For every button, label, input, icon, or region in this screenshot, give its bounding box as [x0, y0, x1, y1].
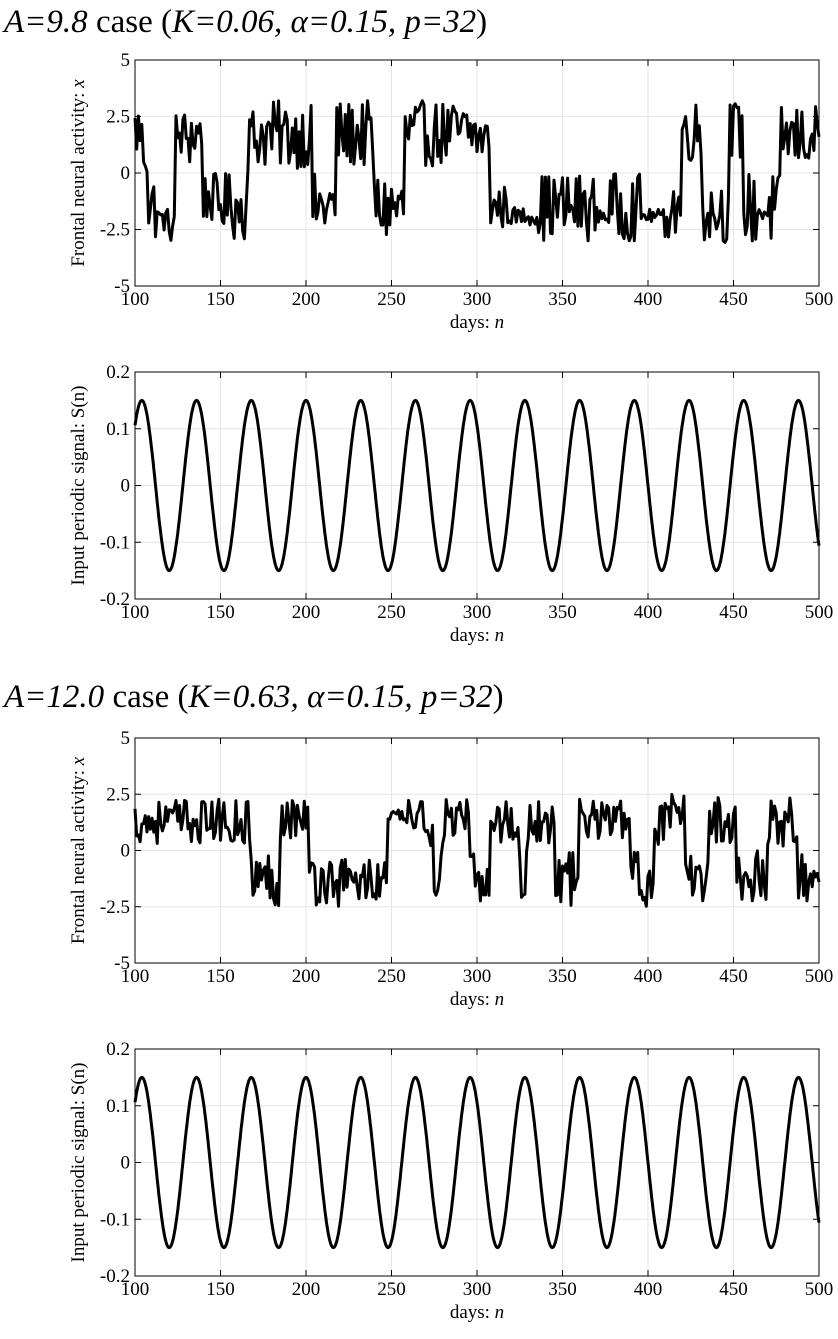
- x-tick-label: 350: [548, 1279, 577, 1300]
- y-axis-label-text: Frontal neural activity:: [68, 88, 89, 267]
- y-tick-label: -0.1: [100, 1209, 130, 1230]
- x-axis-label: days: n: [450, 625, 504, 646]
- case-title-2: A=12.0 case (K=0.63, α=0.15, p=32): [4, 681, 504, 714]
- x-tick-label: 450: [719, 289, 748, 310]
- x-tick-label: 100: [121, 289, 150, 310]
- case-title-2-c: K=0.63, α=0.15, p=32: [188, 679, 493, 715]
- x-axis-label-var: n: [495, 625, 505, 646]
- chart-2: 100 150 200 250 300 350 400 450 500 0.2 0.1 0 -0.1 -0…: [68, 362, 833, 646]
- x-tick-label: 250: [377, 289, 406, 310]
- y-tick-label: 0.2: [106, 362, 130, 383]
- y-tick-label: 0: [121, 841, 131, 862]
- y-tick-label: -2.5: [100, 897, 130, 918]
- series-line: [133, 1075, 821, 1250]
- y-tick-label: -5: [114, 276, 130, 297]
- y-tick-label: 5: [121, 50, 131, 71]
- y-axis-label-text: Input periodic signal: S(n): [68, 1063, 89, 1263]
- x-tick-label: 200: [292, 966, 321, 987]
- x-tick-label: 400: [634, 602, 663, 623]
- x-tick-label: 500: [805, 602, 834, 623]
- case-title-2-d: ): [492, 679, 504, 715]
- x-axis-label: days: n: [450, 1302, 504, 1323]
- x-axis-label-text: days:: [450, 312, 495, 333]
- y-tick-label: 0.1: [106, 419, 130, 440]
- chart-1: 100 150 200 250 300 350 400 450 500 5 2.5 0 -2.5 -5 da…: [68, 50, 833, 333]
- x-tick-label: 150: [206, 966, 235, 987]
- y-tick-label: 5: [121, 728, 131, 749]
- x-axis-label-var: n: [495, 312, 505, 333]
- y-tick-label: 2.5: [106, 107, 130, 128]
- y-axis-label-text: Frontal neural activity:: [68, 765, 89, 944]
- x-tick-label: 250: [377, 1279, 406, 1300]
- y-tick-label: 0: [121, 1153, 131, 1174]
- x-tick-label: 350: [548, 289, 577, 310]
- y-axis-label: Frontal neural activity: x: [68, 79, 89, 267]
- x-tick-label: 200: [292, 602, 321, 623]
- x-tick-label: 300: [463, 1279, 492, 1300]
- case-title-2-b: case (: [104, 679, 189, 715]
- case-title-1-a: A=9.8: [4, 4, 88, 40]
- y-tick-label: -0.2: [100, 589, 130, 610]
- x-tick-label: 100: [121, 602, 150, 623]
- x-tick-label: 300: [463, 966, 492, 987]
- x-tick-label: 400: [634, 966, 663, 987]
- x-tick-label: 500: [805, 1279, 834, 1300]
- x-axis-label: days: n: [450, 989, 504, 1010]
- y-tick-label: -0.1: [100, 532, 130, 553]
- y-tick-label: 0.1: [106, 1096, 130, 1117]
- y-tick-label: 0: [121, 163, 131, 184]
- x-tick-label: 150: [206, 289, 235, 310]
- x-tick-label: 450: [719, 1279, 748, 1300]
- y-tick-label: -2.5: [100, 220, 130, 241]
- x-axis-label-text: days:: [450, 625, 495, 646]
- x-tick-label: 150: [206, 1279, 235, 1300]
- x-axis-label-var: n: [495, 1302, 505, 1323]
- chart-4: 100 150 200 250 300 350 400 450 500 0.2 0.1 0 -0.1 -0…: [68, 1039, 833, 1323]
- case-title-1-c: K=0.06, α=0.15, p=32: [171, 4, 477, 40]
- series-line: [133, 792, 821, 908]
- y-tick-label: -0.2: [100, 1266, 130, 1287]
- x-tick-label: 450: [719, 966, 748, 987]
- x-tick-label: 100: [121, 1279, 150, 1300]
- y-tick-label: -5: [114, 953, 130, 974]
- x-tick-label: 200: [292, 1279, 321, 1300]
- x-tick-label: 250: [377, 602, 406, 623]
- x-tick-label: 150: [206, 602, 235, 623]
- x-tick-label: 450: [719, 602, 748, 623]
- x-tick-label: 500: [805, 289, 834, 310]
- case-title-1-b: case (: [87, 4, 172, 40]
- x-tick-label: 250: [377, 966, 406, 987]
- x-axis-label-var: n: [495, 989, 505, 1010]
- x-tick-label: 100: [121, 966, 150, 987]
- case-title-1: A=9.8 case (K=0.06, α=0.15, p=32): [4, 6, 487, 39]
- x-tick-label: 300: [463, 289, 492, 310]
- y-axis-label: Input periodic signal: S(n): [68, 1063, 89, 1263]
- x-tick-label: 400: [634, 1279, 663, 1300]
- series-line: [133, 398, 821, 573]
- x-tick-label: 400: [634, 289, 663, 310]
- y-axis-label-text: Input periodic signal: S(n): [68, 386, 89, 586]
- y-axis-label-var: x: [68, 79, 89, 89]
- x-tick-label: 200: [292, 289, 321, 310]
- x-axis-label: days: n: [450, 312, 504, 333]
- x-tick-label: 350: [548, 602, 577, 623]
- y-tick-label: 0: [121, 476, 131, 497]
- case-title-1-d: ): [476, 4, 488, 40]
- y-tick-label: 2.5: [106, 784, 130, 805]
- chart-3: 100 150 200 250 300 350 400 450 500 5 2.5 0 -2.5 -5 da…: [68, 728, 833, 1010]
- x-axis-label-text: days:: [450, 1302, 495, 1323]
- series-line: [133, 99, 821, 244]
- y-axis-label: Frontal neural activity: x: [68, 756, 89, 944]
- y-tick-label: 0.2: [106, 1039, 130, 1060]
- x-tick-label: 350: [548, 966, 577, 987]
- x-axis-label-text: days:: [450, 989, 495, 1010]
- x-tick-label: 500: [805, 966, 834, 987]
- case-title-2-a: A=12.0: [4, 679, 105, 715]
- x-tick-label: 300: [463, 602, 492, 623]
- y-axis-label: Input periodic signal: S(n): [68, 386, 89, 586]
- y-axis-label-var: x: [68, 756, 89, 766]
